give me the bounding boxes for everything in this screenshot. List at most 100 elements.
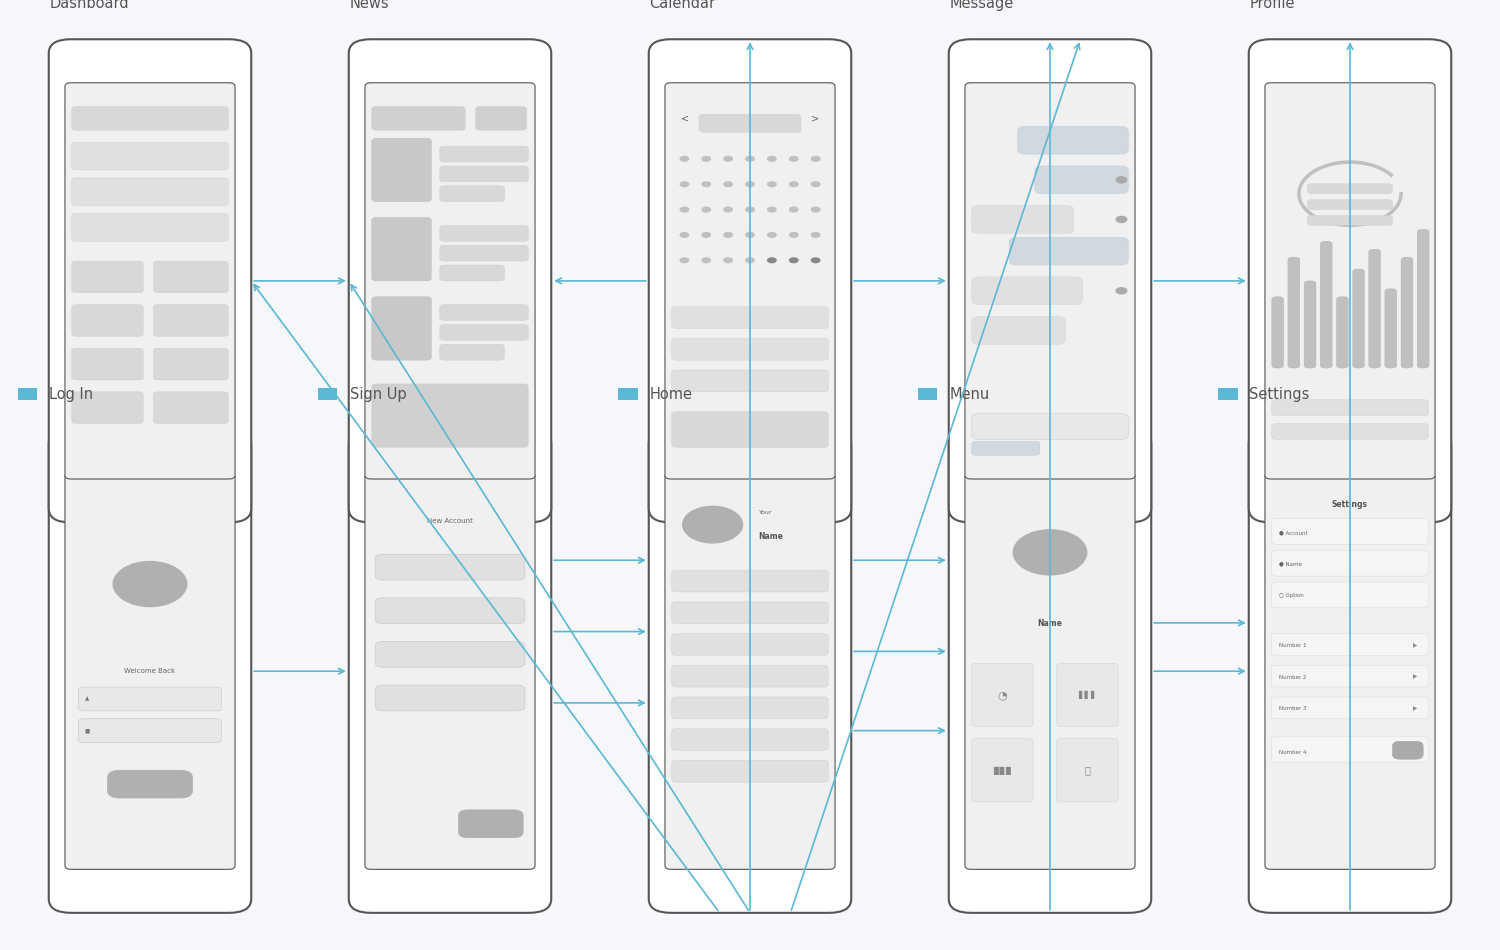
Circle shape [746, 181, 754, 187]
FancyBboxPatch shape [78, 687, 222, 711]
Text: Log In: Log In [50, 387, 93, 402]
Text: Number 2: Number 2 [1278, 674, 1306, 679]
FancyBboxPatch shape [476, 106, 526, 130]
Circle shape [723, 232, 734, 238]
FancyBboxPatch shape [48, 429, 252, 913]
FancyBboxPatch shape [72, 305, 142, 336]
FancyBboxPatch shape [1304, 281, 1316, 368]
Text: Home: Home [650, 387, 693, 402]
FancyBboxPatch shape [153, 391, 228, 424]
FancyBboxPatch shape [440, 245, 528, 261]
FancyBboxPatch shape [672, 411, 828, 447]
FancyBboxPatch shape [153, 261, 228, 293]
Circle shape [702, 257, 711, 263]
FancyBboxPatch shape [375, 641, 525, 667]
Circle shape [112, 560, 188, 607]
FancyBboxPatch shape [672, 760, 828, 782]
Text: Welcome Back: Welcome Back [124, 668, 176, 674]
FancyBboxPatch shape [1248, 39, 1450, 522]
Circle shape [766, 206, 777, 213]
FancyBboxPatch shape [440, 225, 528, 241]
Bar [1218, 389, 1237, 400]
Circle shape [723, 156, 734, 162]
Bar [618, 0, 638, 10]
Bar [18, 389, 38, 400]
FancyBboxPatch shape [664, 473, 836, 869]
FancyBboxPatch shape [1264, 473, 1436, 869]
FancyBboxPatch shape [672, 729, 828, 750]
FancyBboxPatch shape [1272, 697, 1428, 719]
Circle shape [766, 232, 777, 238]
FancyBboxPatch shape [372, 106, 465, 130]
Circle shape [746, 156, 754, 162]
FancyBboxPatch shape [1272, 582, 1428, 608]
FancyBboxPatch shape [372, 296, 432, 360]
FancyBboxPatch shape [372, 138, 432, 201]
FancyBboxPatch shape [153, 305, 228, 336]
FancyBboxPatch shape [440, 166, 528, 181]
FancyBboxPatch shape [1308, 216, 1392, 225]
FancyBboxPatch shape [64, 83, 236, 479]
FancyBboxPatch shape [72, 106, 228, 130]
FancyBboxPatch shape [964, 473, 1136, 869]
FancyBboxPatch shape [72, 142, 228, 170]
FancyBboxPatch shape [348, 39, 552, 522]
Circle shape [810, 257, 820, 263]
FancyBboxPatch shape [948, 39, 1152, 522]
Text: ▶: ▶ [1413, 707, 1418, 712]
Circle shape [789, 257, 798, 263]
FancyBboxPatch shape [440, 146, 528, 162]
Text: 💡: 💡 [1084, 766, 1090, 775]
Bar [918, 389, 938, 400]
Text: Number 3: Number 3 [1278, 707, 1306, 712]
Circle shape [746, 257, 754, 263]
FancyBboxPatch shape [1058, 663, 1118, 727]
FancyBboxPatch shape [1272, 665, 1428, 687]
Text: ▌▌▌: ▌▌▌ [1077, 691, 1096, 699]
FancyBboxPatch shape [1308, 183, 1392, 194]
Circle shape [789, 232, 798, 238]
FancyBboxPatch shape [440, 305, 528, 320]
FancyBboxPatch shape [1272, 634, 1428, 656]
Text: ▶: ▶ [1413, 674, 1418, 679]
Circle shape [810, 156, 820, 162]
Text: ▲: ▲ [86, 696, 88, 701]
FancyBboxPatch shape [1248, 429, 1450, 913]
Circle shape [702, 181, 711, 187]
Bar [318, 389, 338, 400]
FancyBboxPatch shape [64, 473, 236, 869]
FancyBboxPatch shape [1368, 249, 1380, 368]
Circle shape [680, 206, 690, 213]
Text: ■: ■ [84, 728, 90, 733]
FancyBboxPatch shape [1058, 738, 1118, 802]
FancyBboxPatch shape [72, 349, 142, 380]
FancyBboxPatch shape [948, 429, 1152, 913]
FancyBboxPatch shape [72, 214, 228, 241]
Circle shape [1116, 176, 1128, 183]
FancyBboxPatch shape [972, 205, 1074, 234]
Text: ● Account: ● Account [1278, 530, 1306, 535]
FancyBboxPatch shape [108, 770, 192, 798]
FancyBboxPatch shape [1336, 296, 1348, 368]
Circle shape [810, 206, 820, 213]
FancyBboxPatch shape [1272, 519, 1428, 544]
Text: Sign Up: Sign Up [350, 387, 406, 402]
Circle shape [1116, 216, 1128, 223]
FancyBboxPatch shape [375, 598, 525, 623]
FancyBboxPatch shape [672, 634, 828, 656]
FancyBboxPatch shape [972, 442, 1040, 455]
Circle shape [766, 181, 777, 187]
Circle shape [766, 156, 777, 162]
FancyBboxPatch shape [153, 349, 228, 380]
FancyBboxPatch shape [1353, 269, 1365, 368]
FancyBboxPatch shape [1264, 83, 1436, 479]
FancyBboxPatch shape [372, 384, 528, 447]
FancyBboxPatch shape [348, 429, 552, 913]
FancyBboxPatch shape [72, 391, 142, 424]
FancyBboxPatch shape [1010, 238, 1128, 265]
Circle shape [702, 206, 711, 213]
FancyBboxPatch shape [1017, 126, 1128, 154]
Text: Dashboard: Dashboard [50, 0, 129, 11]
FancyBboxPatch shape [672, 370, 828, 391]
Text: ◔: ◔ [998, 690, 1006, 700]
